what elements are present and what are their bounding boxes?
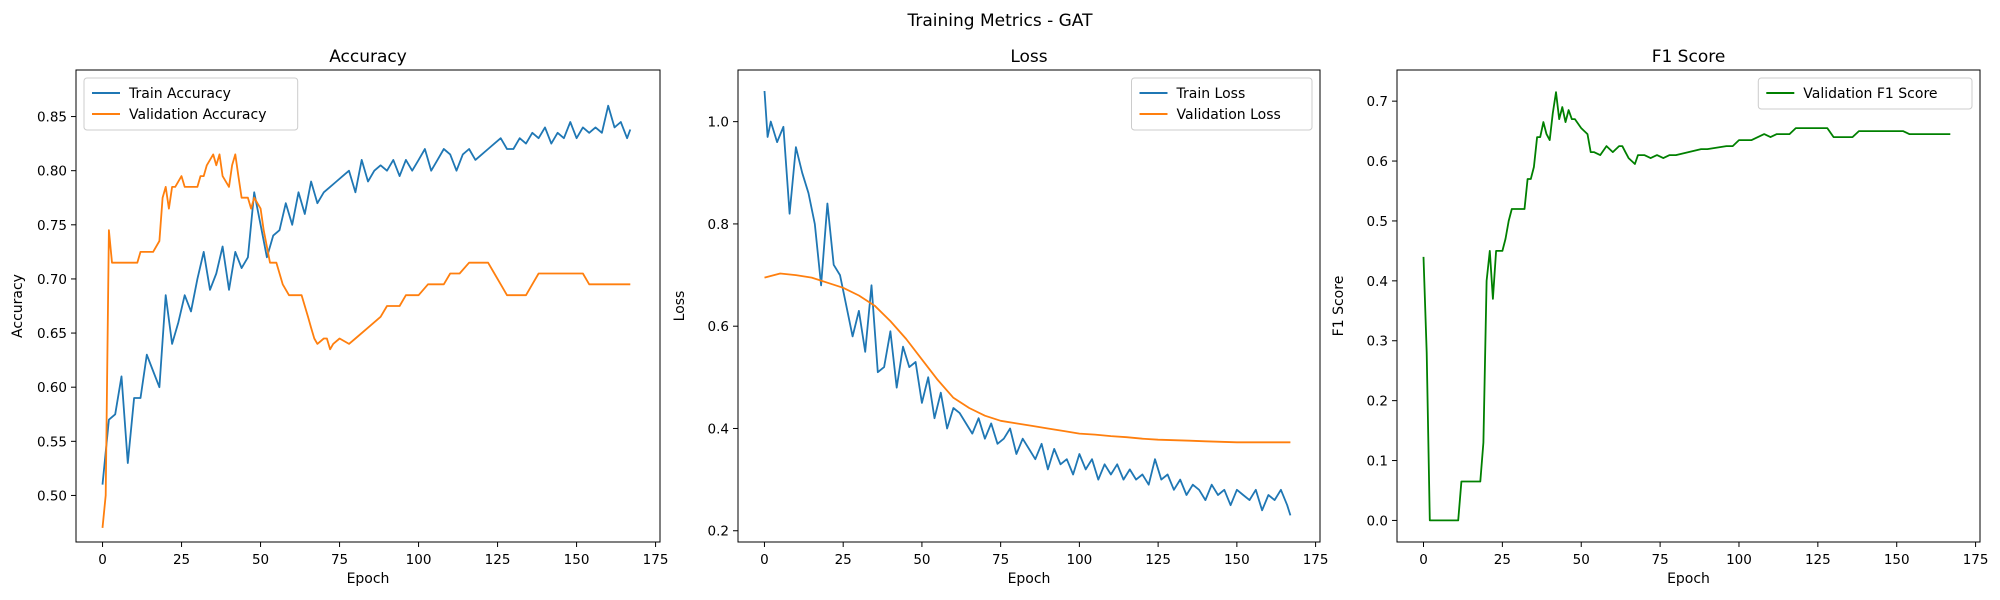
y-tick-label: 0.1 (1367, 454, 1388, 470)
y-tick-label: 0.85 (37, 110, 67, 126)
x-tick-label: 125 (485, 552, 511, 568)
x-tick-label: 150 (564, 552, 590, 568)
y-tick-label: 0.65 (37, 326, 67, 342)
x-tick-label: 25 (173, 552, 190, 568)
x-tick-label: 150 (1884, 552, 1910, 568)
y-tick-label: 0.70 (37, 272, 67, 288)
x-tick-label: 50 (1573, 552, 1590, 568)
chart-panel-2: 0 25 50 75 100 125 150 175 0.0 0.1 0.2 0.3 0.4 0.5 0.6… (1331, 47, 1988, 587)
y-tick-label: 0.4 (708, 421, 729, 437)
plot-frame (737, 69, 1321, 543)
x-tick-label: 0 (1419, 552, 1428, 568)
legend-label: Validation Loss (1177, 107, 1281, 123)
x-tick-label: 50 (913, 552, 930, 568)
x-axis-label: Epoch (1008, 571, 1051, 587)
x-tick-label: 100 (406, 552, 432, 568)
x-tick-label: 75 (1652, 552, 1669, 568)
series-line-0 (1422, 91, 1951, 522)
y-tick-label: 1.0 (708, 115, 729, 131)
y-tick-label: 0.2 (1367, 394, 1388, 410)
y-tick-label: 0.8 (708, 217, 729, 233)
legend: Train Loss Validation Loss (1131, 77, 1313, 131)
chart-panel-1: 0 25 50 75 100 125 150 175 0.2 0.4 0.6 0.8 1.0 Loss Ep… (672, 47, 1328, 587)
x-tick-label: 0 (760, 552, 769, 568)
legend-label: Validation F1 Score (1803, 86, 1937, 102)
x-tick-label: 175 (643, 552, 669, 568)
figure-title: Training Metrics - GAT (907, 11, 1094, 31)
y-tick-label: 0.4 (1367, 274, 1388, 290)
x-tick-label: 50 (252, 552, 269, 568)
y-tick-label: 0.80 (37, 164, 67, 180)
panel-title: Accuracy (329, 47, 407, 67)
chart-panel-0: 0 25 50 75 100 125 150 175 0.50 0.55 0.60 0.65 0.70 0… (10, 47, 668, 587)
series-line-1 (101, 153, 631, 528)
y-axis-label: Loss (672, 291, 688, 322)
y-tick-label: 0.7 (1367, 94, 1388, 110)
y-tick-label: 0.0 (1367, 513, 1388, 529)
x-axis-label: Epoch (347, 571, 390, 587)
plot-frame (1396, 69, 1981, 543)
series-line-0 (101, 104, 632, 485)
plot-frame (75, 69, 661, 543)
y-tick-label: 0.2 (708, 524, 729, 540)
panel-title: Loss (1010, 47, 1047, 67)
y-tick-label: 0.6 (708, 319, 729, 335)
x-tick-label: 75 (331, 552, 348, 568)
y-axis-label: Accuracy (10, 274, 26, 338)
legend-label: Validation Accuracy (129, 107, 267, 123)
y-axis-label: F1 Score (1331, 276, 1347, 337)
x-tick-label: 100 (1066, 552, 1092, 568)
y-tick-label: 0.55 (37, 434, 67, 450)
y-tick-label: 0.3 (1367, 334, 1388, 350)
x-tick-label: 25 (835, 552, 852, 568)
panel-title: F1 Score (1652, 47, 1726, 67)
x-tick-label: 125 (1145, 552, 1171, 568)
y-tick-label: 0.6 (1367, 154, 1388, 170)
legend-box (1757, 77, 1973, 110)
x-tick-label: 0 (98, 552, 107, 568)
legend: Validation F1 Score (1757, 77, 1973, 110)
legend: Train Accuracy Validation Accuracy (83, 77, 299, 131)
x-axis-label: Epoch (1667, 571, 1710, 587)
y-tick-label: 0.60 (37, 380, 67, 396)
y-tick-label: 0.50 (37, 488, 67, 504)
x-tick-label: 100 (1726, 552, 1752, 568)
legend-box (1131, 77, 1313, 131)
x-tick-label: 125 (1805, 552, 1831, 568)
legend-label: Train Accuracy (128, 86, 231, 102)
x-tick-label: 175 (1963, 552, 1989, 568)
x-tick-label: 175 (1303, 552, 1329, 568)
x-tick-label: 75 (992, 552, 1009, 568)
y-tick-label: 0.5 (1367, 214, 1388, 230)
series-line-0 (763, 90, 1292, 516)
legend-label: Train Loss (1176, 86, 1246, 102)
series-line-1 (764, 272, 1291, 444)
legend-box (83, 77, 299, 131)
x-tick-label: 150 (1224, 552, 1250, 568)
x-tick-label: 25 (1494, 552, 1511, 568)
y-tick-label: 0.75 (37, 218, 67, 234)
